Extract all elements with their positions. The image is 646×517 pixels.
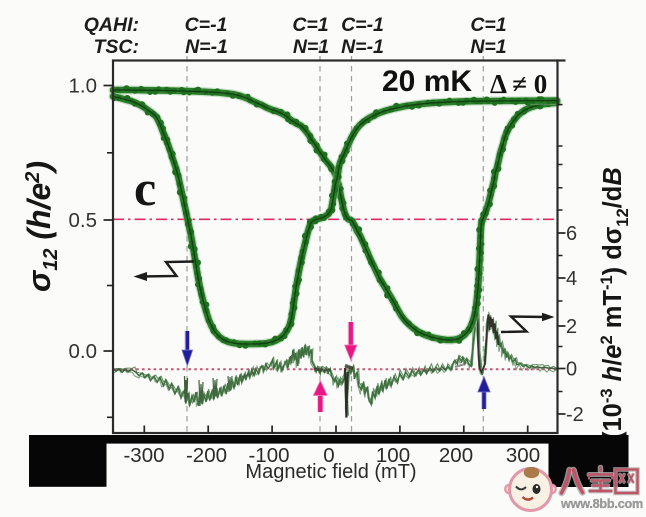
svg-text:www.8bb.com: www.8bb.com [560,497,643,511]
svg-text:C=-1: C=-1 [185,14,228,36]
svg-text:0.0: 0.0 [69,340,98,363]
svg-text:2: 2 [566,316,577,338]
svg-text:N=1: N=1 [470,36,506,58]
svg-text:N=-1: N=-1 [185,36,228,58]
svg-text:0: 0 [566,359,577,381]
svg-text:-100: -100 [248,444,289,467]
svg-text:N=-1: N=-1 [341,36,384,58]
svg-text:Magnetic field (mT): Magnetic field (mT) [245,461,416,483]
svg-text:C=1: C=1 [470,14,506,36]
svg-text:QAHI:: QAHI: [84,14,139,36]
svg-text:C=-1: C=-1 [341,14,384,36]
svg-text:20 mK: 20 mK [382,65,472,98]
svg-text:-300: -300 [123,444,164,467]
svg-text:100: 100 [376,444,410,467]
svg-text:300: 300 [506,444,540,467]
svg-text:Δ ≠ 0: Δ ≠ 0 [490,69,547,99]
svg-text:-200: -200 [186,444,227,467]
svg-text:C=1: C=1 [292,14,328,36]
svg-text:4: 4 [566,268,577,290]
svg-text:1.0: 1.0 [69,75,98,98]
svg-text:0.5: 0.5 [69,209,98,232]
svg-text:200: 200 [439,444,473,467]
svg-text:TSC:: TSC: [94,36,140,58]
svg-text:N=1: N=1 [293,36,329,58]
svg-text:0: 0 [323,444,334,467]
svg-text:c: c [134,160,156,216]
svg-text:6: 6 [566,223,577,245]
svg-text:-2: -2 [566,404,584,426]
